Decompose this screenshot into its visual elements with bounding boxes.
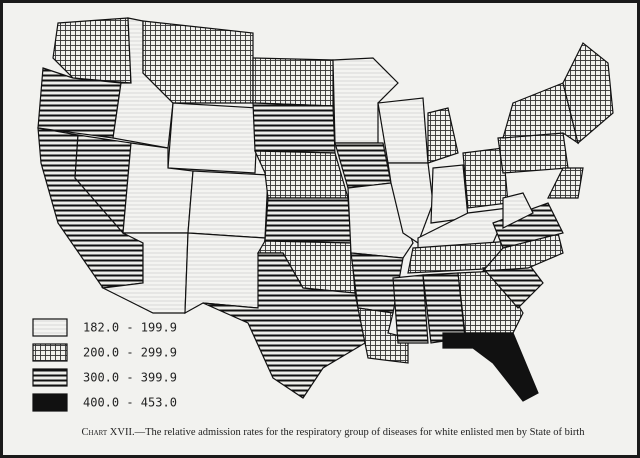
state — [52, 17, 132, 84]
state — [502, 192, 534, 229]
states — [37, 17, 614, 402]
state — [442, 332, 539, 402]
caption-text: —The relative admission rates for the re… — [134, 427, 585, 438]
legend-label: 200.0 - 299.9 — [83, 346, 177, 360]
state — [184, 232, 266, 315]
figure: 182.0 - 199.9 200.0 - 299.9 300.0 - 399.9 4… — [3, 3, 637, 455]
state — [547, 167, 584, 199]
state — [497, 132, 569, 174]
state — [252, 102, 336, 154]
state — [430, 164, 469, 224]
legend-swatch — [32, 368, 68, 387]
legend-swatch — [32, 343, 68, 362]
state — [187, 170, 269, 239]
caption: Chart XVII.—The relative admission rates… — [63, 426, 603, 439]
caption-label: Chart XVII. — [81, 427, 135, 438]
state — [167, 102, 259, 174]
state — [202, 252, 366, 399]
state — [142, 20, 254, 104]
map: 182.0 - 199.9 200.0 - 299.9 300.0 - 399.9 4… — [32, 17, 614, 412]
state — [502, 82, 579, 145]
state — [254, 150, 349, 199]
state — [562, 42, 614, 145]
state — [392, 274, 429, 344]
state — [427, 107, 459, 164]
state — [264, 197, 352, 244]
state — [252, 57, 334, 107]
legend-swatch — [32, 393, 68, 412]
legend-label: 300.0 - 399.9 — [83, 371, 177, 385]
legend: 182.0 - 199.9 200.0 - 299.9 300.0 - 399.9 4… — [32, 318, 177, 412]
legend-label: 182.0 - 199.9 — [83, 321, 177, 335]
legend-swatch — [32, 318, 68, 337]
legend-label: 400.0 - 453.0 — [83, 396, 177, 410]
